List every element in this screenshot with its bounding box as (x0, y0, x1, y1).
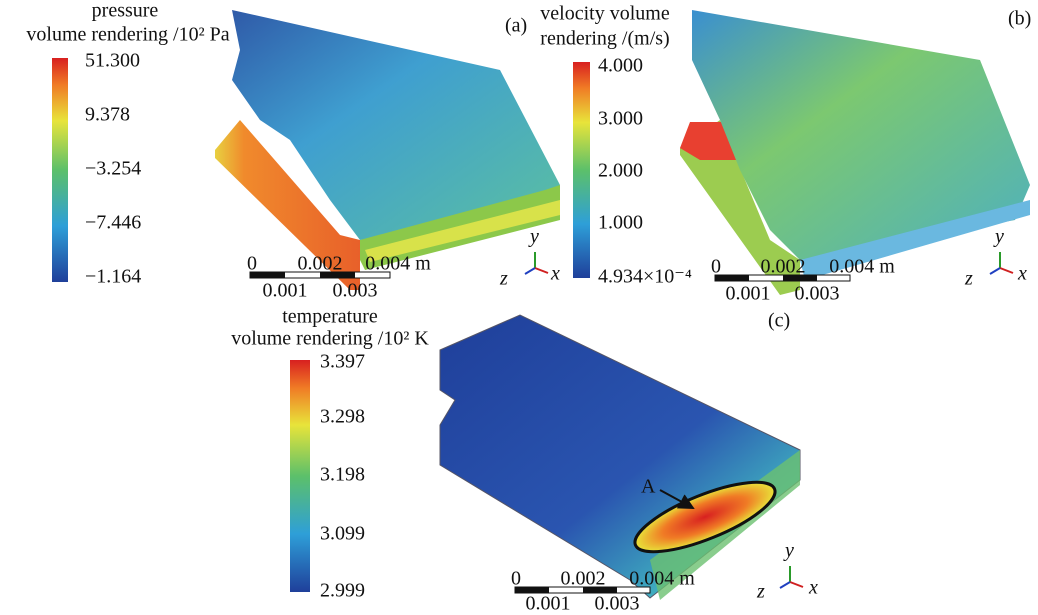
colorbar-tick: 3.099 (320, 523, 365, 545)
panel-label: (a) (505, 15, 527, 37)
axis-label: x (808, 577, 818, 599)
axis-triad (780, 566, 803, 588)
axis-label: x (550, 263, 560, 285)
axis-label: y (993, 226, 1004, 248)
colorbar-tick: 3.198 (320, 464, 365, 486)
colorbar-tick: 51.300 (85, 50, 140, 72)
scale-label: 0 (511, 568, 521, 590)
colorbar-title: velocity volume (540, 3, 670, 25)
colorbar-tick: 9.378 (85, 104, 130, 126)
colorbar-title: temperature (282, 306, 378, 328)
scale-label: 0.004 m (629, 568, 695, 590)
colorbar (290, 360, 310, 592)
axis-label: y (528, 226, 539, 248)
colorbar-title: volume rendering /10² K (231, 328, 429, 350)
colorbar-tick: 2.999 (320, 580, 365, 602)
axis-label: y (783, 540, 794, 562)
scale-label: 0.004 m (829, 256, 895, 278)
scale-label: 0.002 (761, 256, 806, 278)
panel-label: (c) (768, 310, 790, 332)
scale-label: 0 (711, 256, 721, 278)
axis-label: z (756, 581, 765, 603)
colorbar-tick: 3.298 (320, 406, 365, 428)
axis-triad (525, 252, 548, 274)
axis-label: z (499, 268, 508, 290)
colorbar (573, 62, 590, 278)
colorbar (52, 58, 68, 282)
axis-label: z (964, 268, 973, 290)
scale-label: 0.003 (795, 283, 840, 305)
velocity-rendering (680, 10, 1030, 295)
colorbar-tick: 4.934×10⁻⁴ (598, 266, 692, 288)
colorbar-tick: 1.000 (598, 212, 643, 234)
scale-label: 0.004 m (365, 253, 431, 275)
colorbar-tick: 3.397 (320, 351, 365, 373)
scale-label: 0.001 (726, 283, 771, 305)
colorbar-title: pressure (92, 0, 159, 22)
scale-label: 0.001 (263, 280, 308, 302)
colorbar-tick: −7.446 (85, 212, 141, 234)
annotation: A (641, 476, 656, 498)
colorbar-tick: −3.254 (85, 158, 141, 180)
temperature-rendering (440, 315, 800, 600)
scale-label: 0.002 (298, 253, 343, 275)
scale-label: 0.003 (595, 593, 640, 615)
colorbar-tick: −1.164 (85, 266, 141, 288)
axis-label: x (1017, 263, 1027, 285)
axis-triad (990, 252, 1013, 274)
colorbar-tick: 2.000 (598, 160, 643, 182)
colorbar-title: rendering /(m/s) (540, 28, 669, 50)
figure: pressure volume rendering /10² Pa (a) 51… (0, 0, 1038, 615)
colorbar-tick: 4.000 (598, 55, 643, 77)
colorbar-tick: 3.000 (598, 108, 643, 130)
colorbar-title: volume rendering /10² Pa (26, 24, 229, 46)
scale-label: 0.002 (561, 568, 606, 590)
scale-label: 0 (247, 253, 257, 275)
scale-label: 0.001 (526, 593, 571, 615)
pressure-rendering (215, 10, 560, 290)
panel-label: (b) (1008, 8, 1031, 30)
scale-label: 0.003 (333, 280, 378, 302)
